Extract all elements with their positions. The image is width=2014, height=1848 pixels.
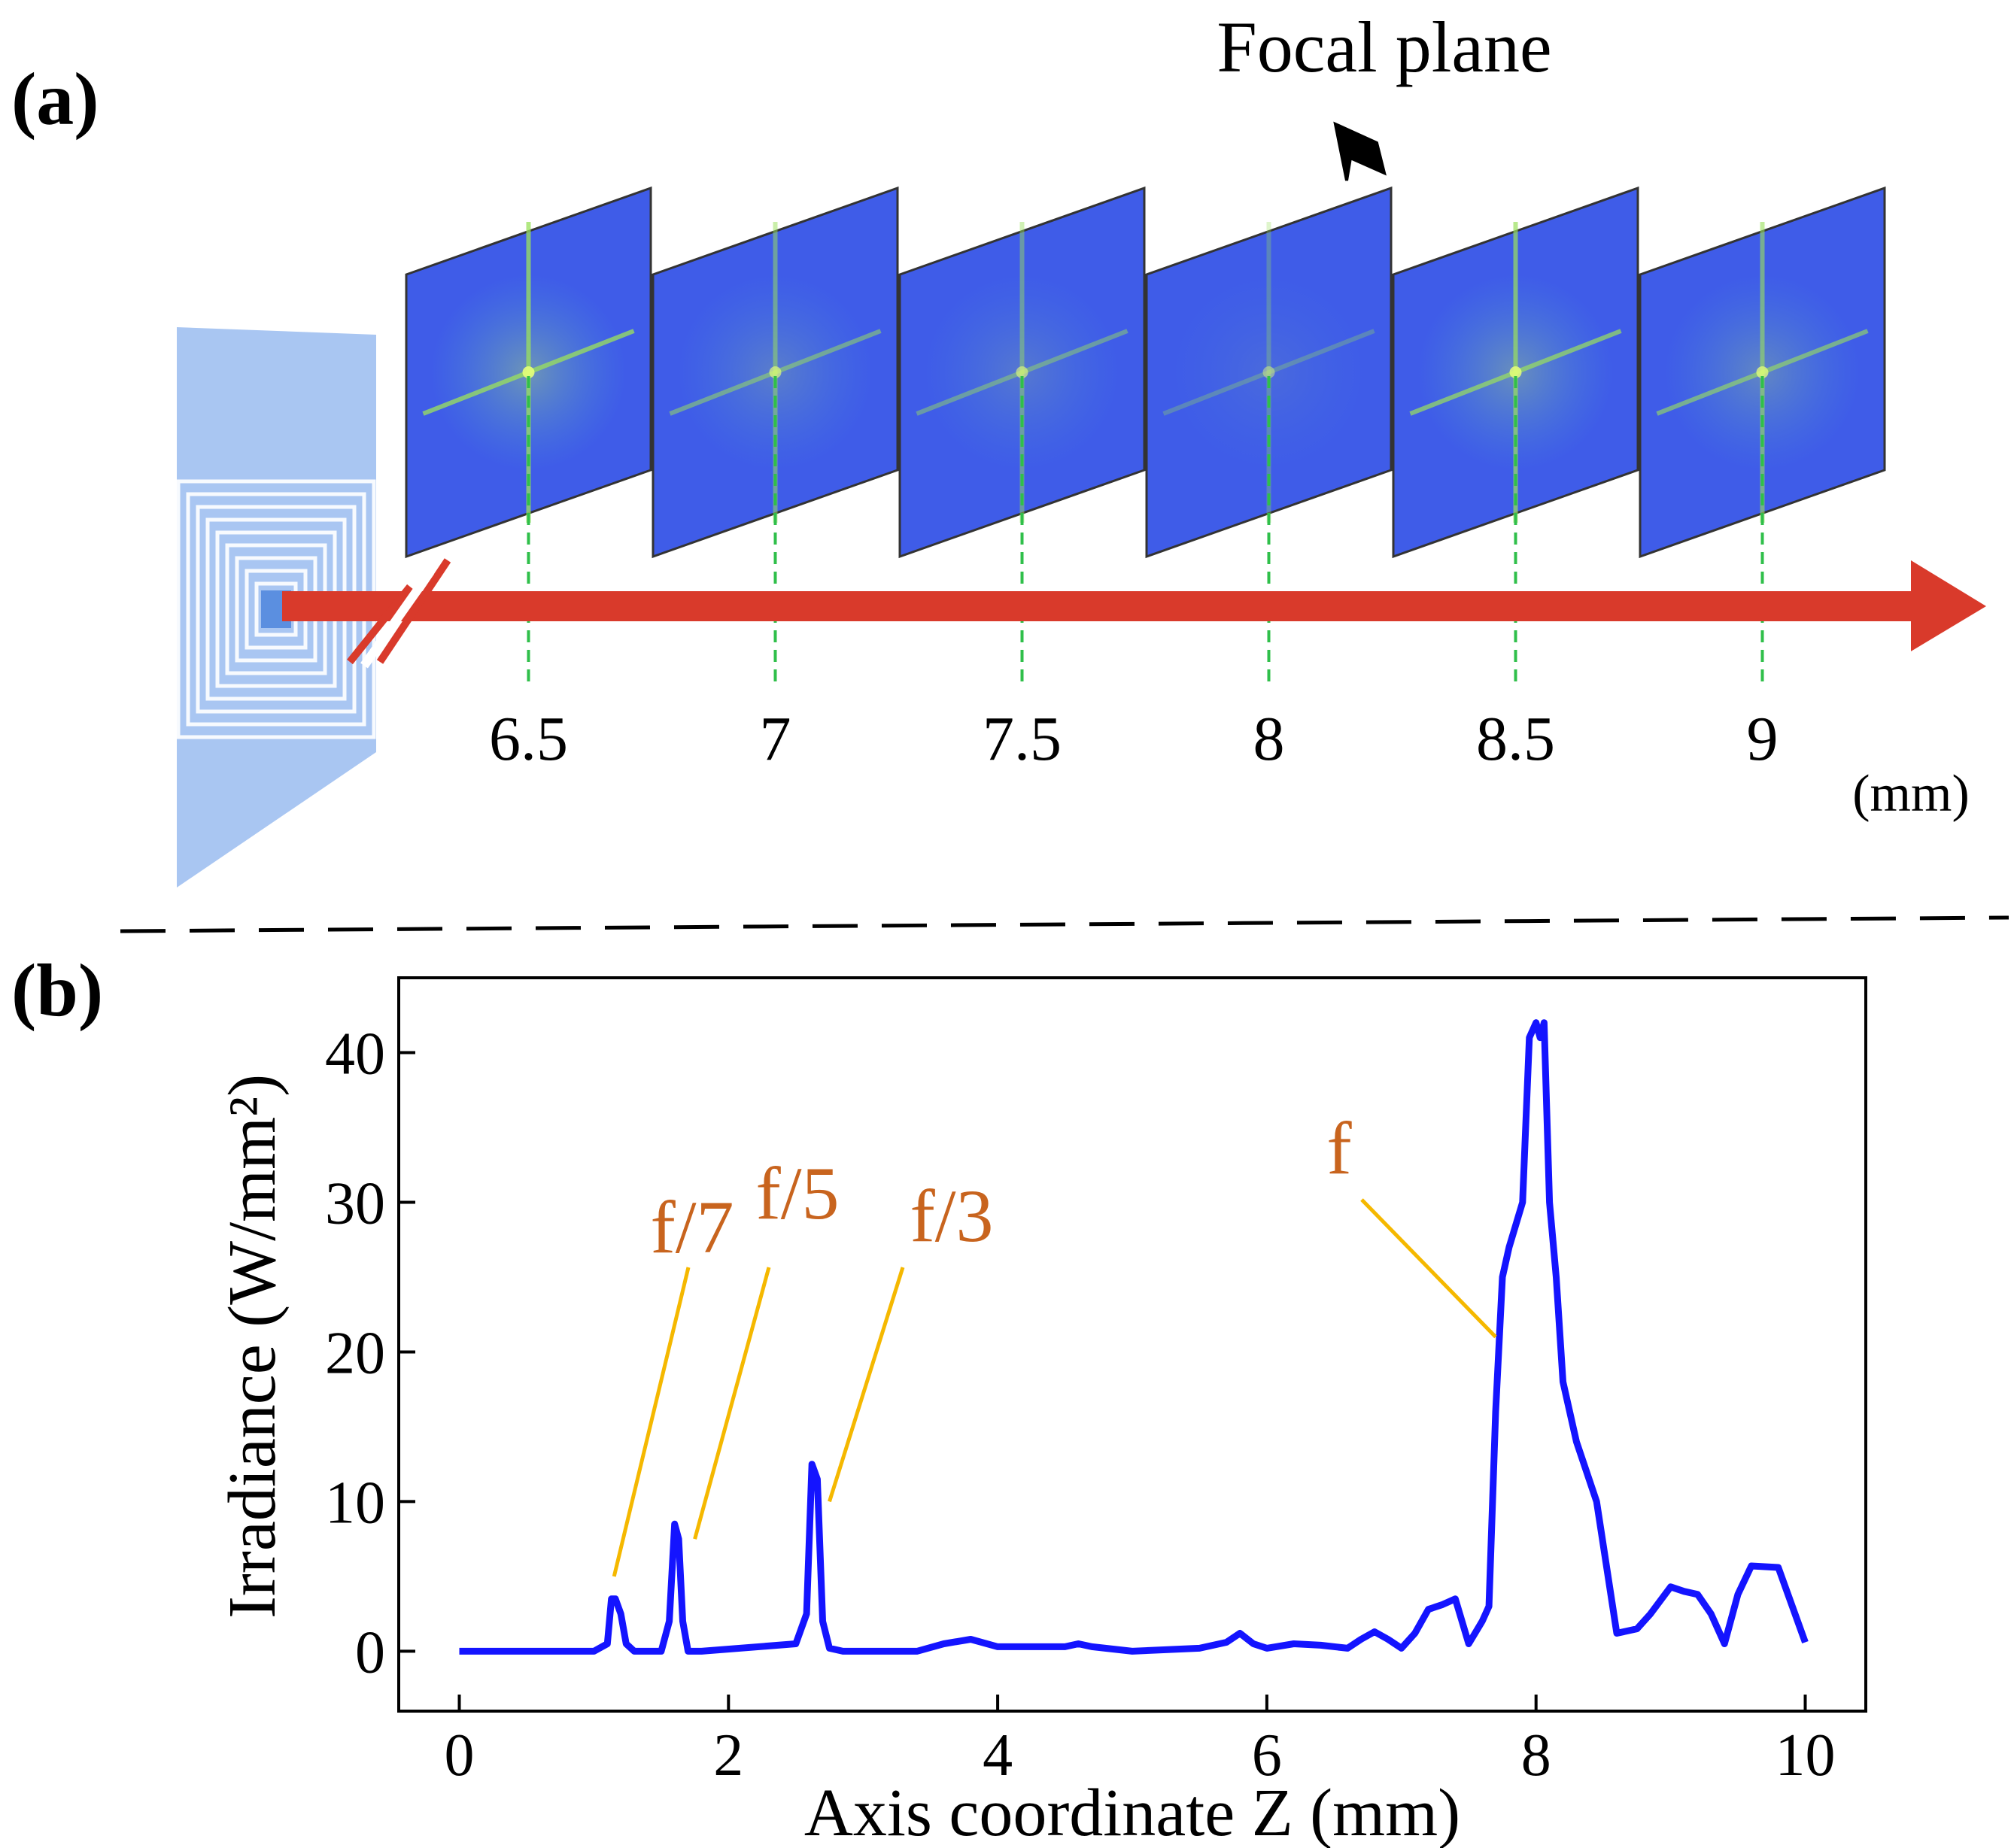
x-tick-label: 0 [445, 1722, 475, 1789]
focal-spot [1016, 366, 1028, 378]
x-tick-label: 2 [713, 1722, 743, 1789]
axis-break-mark [347, 584, 413, 665]
x-axis-label: Axis coordinate Z (mm) [804, 1776, 1460, 1848]
y-tick-label: 20 [325, 1320, 385, 1386]
z-label: 8 [1253, 704, 1285, 774]
z-label: 9 [1747, 704, 1779, 774]
y-axis-label: Irradiance (W/mm²) [215, 1074, 290, 1619]
x-tick-label: 4 [983, 1722, 1013, 1789]
plot-frame [397, 976, 1867, 1713]
plane-9 [1639, 186, 1886, 688]
panel-divider [120, 915, 2009, 933]
y-tick-label: 10 [325, 1470, 385, 1536]
plane-7 [652, 186, 899, 688]
plane-8 [1145, 186, 1393, 688]
focal-plane-label: Focal plane [1217, 7, 1551, 87]
plane-8.5 [1392, 186, 1639, 688]
focal-spot [1509, 366, 1522, 378]
series-line-irradiance [459, 1019, 1809, 1655]
annotation-leader [693, 1267, 771, 1540]
panel-a: (a) Focal plane 6.5 7 7.5 8 8.5 9 (mm) [11, 7, 1986, 888]
annotation-leader [612, 1267, 691, 1577]
peak-annotations: f/7 f/5 f/3 f [612, 1106, 1497, 1577]
axis-break-mark [376, 558, 451, 664]
annotation-label: f/5 [755, 1152, 839, 1235]
z-label: 7 [760, 704, 791, 774]
x-tick-label: 6 [1252, 1722, 1282, 1789]
z-label: 6.5 [489, 704, 568, 774]
detector-planes [405, 186, 1886, 688]
x-tick-label: 10 [1775, 1722, 1835, 1789]
panel-b: (b) 0 10 20 30 40 0 2 4 6 8 10 Irradiance (W/mm²)… [11, 948, 1867, 1848]
y-tick-label: 30 [325, 1170, 385, 1237]
x-tick-label: 8 [1521, 1722, 1551, 1789]
speckle-line [1162, 329, 1375, 416]
annotation-label: f/7 [650, 1185, 734, 1269]
axis-break-gap [360, 569, 434, 669]
optical-axis-arrow [282, 558, 1986, 669]
y-tick-label: 40 [325, 1021, 385, 1087]
axis-arrow-shaft [282, 591, 1960, 621]
z-label: 7.5 [983, 704, 1062, 774]
unit-label: (mm) [1852, 765, 1970, 823]
annotation-label: f/3 [910, 1174, 993, 1258]
focal-spot [1756, 366, 1769, 378]
z-position-labels: 6.5 7 7.5 8 8.5 9 [489, 704, 1779, 774]
annotation-leader [1360, 1198, 1497, 1339]
y-tick-label: 0 [355, 1619, 385, 1686]
axis-arrow-head [1911, 560, 1986, 651]
series-points [459, 1022, 1806, 1652]
panel-a-label: (a) [11, 57, 99, 141]
annotation-label: f [1326, 1106, 1352, 1190]
focal-spot [1262, 366, 1275, 378]
x-axis-ticks: 0 2 4 6 8 10 [445, 1695, 1835, 1789]
plane-7.5 [898, 186, 1146, 688]
annotation-leader [828, 1267, 905, 1503]
y-axis-ticks: 0 10 20 30 40 [325, 1021, 415, 1686]
plane-6.5 [405, 186, 652, 688]
z-label: 8.5 [1476, 704, 1555, 774]
focal-spot [769, 366, 782, 378]
plane-glow [1171, 275, 1367, 470]
focal-plane-arrow-icon [1333, 121, 1387, 181]
panel-b-label: (b) [11, 948, 103, 1032]
focal-spot [522, 366, 535, 378]
